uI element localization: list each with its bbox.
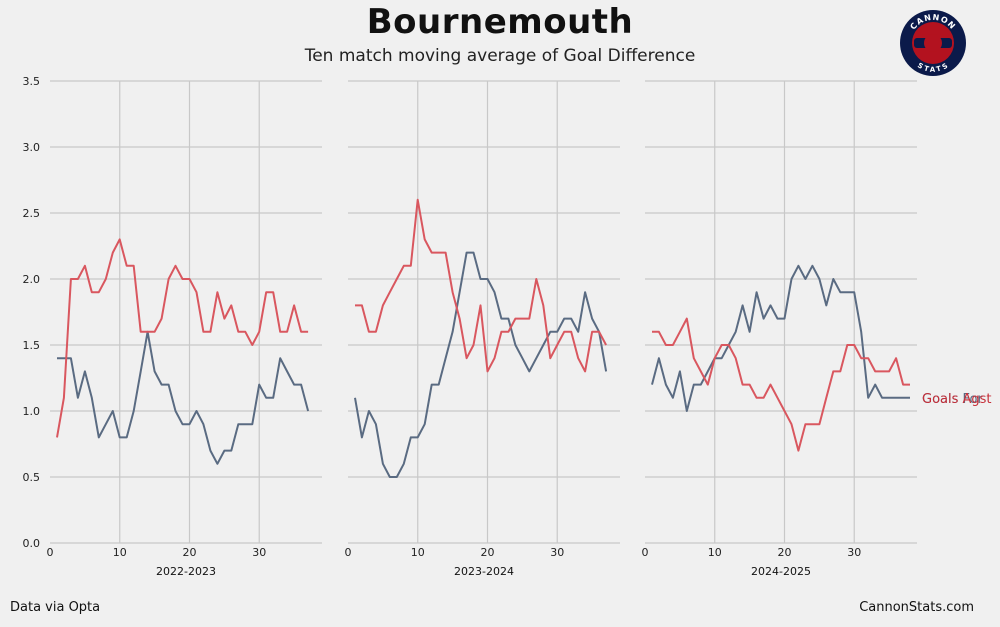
x-tick-label: 10 — [113, 546, 127, 559]
x-tick-label: 20 — [777, 546, 791, 559]
x-tick-label: 10 — [708, 546, 722, 559]
goals-for-line — [57, 330, 310, 465]
y-tick-label: 1.0 — [23, 405, 41, 418]
x-tick-label: 0 — [345, 546, 352, 559]
x-tick-label: 30 — [847, 546, 861, 559]
site-credit: CannonStats.com — [859, 600, 974, 615]
data-source-note: Data via Opta — [10, 600, 101, 615]
logo-bottom-text: STATS — [916, 61, 949, 74]
page-title: Bournemouth — [366, 2, 634, 42]
goals-against-line — [355, 198, 607, 373]
y-tick-label: 1.5 — [23, 339, 41, 352]
x-tick-label: 30 — [252, 546, 266, 559]
x-tick-label: 0 — [642, 546, 649, 559]
y-tick-label: 2.5 — [23, 207, 41, 220]
goals-against-label: Goals Agst — [922, 392, 992, 407]
goals-for-line — [354, 251, 608, 478]
svg-text:STATS: STATS — [916, 61, 950, 74]
y-tick-label: 0.0 — [23, 537, 41, 550]
goals-against-line — [56, 238, 309, 438]
page-subtitle: Ten match moving average of Goal Differe… — [304, 46, 696, 66]
goals-against-line — [652, 317, 910, 452]
x-tick-label: 0 — [47, 546, 54, 559]
goals-for-label: Goals For — [922, 392, 983, 407]
x-tick-label: 30 — [550, 546, 564, 559]
season-label: 2022-2023 — [156, 565, 216, 578]
x-tick-label: 20 — [480, 546, 494, 559]
season-label: 2024-2025 — [751, 565, 811, 578]
y-tick-label: 3.0 — [23, 141, 41, 154]
cannonstats-logo: CANNON STATS — [900, 10, 966, 76]
x-tick-label: 20 — [182, 546, 196, 559]
goals-for-line — [651, 264, 910, 412]
season-label: 2023-2024 — [454, 565, 514, 578]
y-tick-label: 3.5 — [23, 75, 41, 88]
y-tick-label: 2.0 — [23, 273, 41, 286]
x-tick-label: 10 — [411, 546, 425, 559]
y-tick-label: 0.5 — [23, 471, 41, 484]
